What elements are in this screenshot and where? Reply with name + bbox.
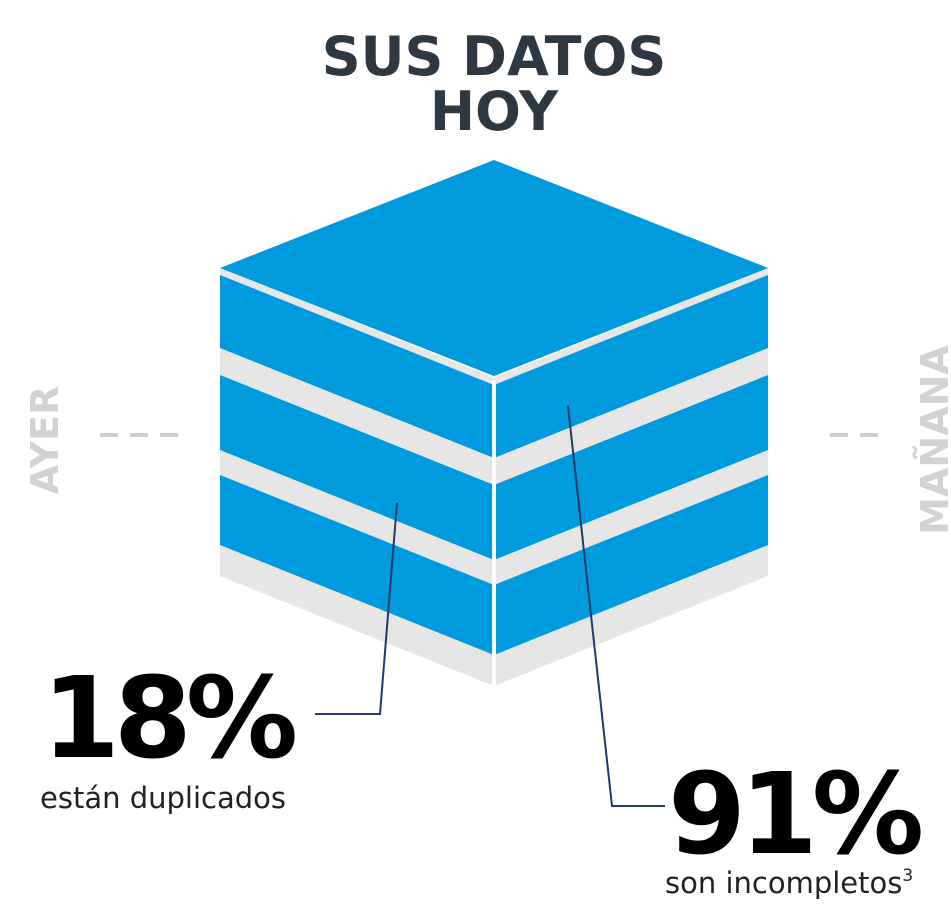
side-label: MAÑANA	[913, 345, 951, 535]
cube	[220, 160, 768, 686]
leader-line	[315, 502, 398, 715]
layer	[220, 375, 494, 560]
layer	[494, 275, 768, 458]
layer	[220, 475, 494, 655]
layer	[494, 475, 768, 655]
side-label: AYER	[23, 386, 67, 495]
leader-line	[567, 405, 665, 807]
caption-text: son incompletos	[665, 866, 902, 900]
stat-caption: están duplicados	[40, 781, 286, 815]
layer	[220, 275, 494, 458]
top-face	[220, 160, 768, 376]
stat-caption: son incompletos3	[665, 866, 913, 900]
title-line: HOY	[430, 80, 559, 143]
footnote: 3	[902, 866, 913, 886]
stat-value: 18%	[42, 654, 295, 784]
title-line: SUS DATOS	[322, 25, 667, 88]
layer	[494, 375, 768, 560]
stat-value: 91%	[668, 750, 921, 880]
